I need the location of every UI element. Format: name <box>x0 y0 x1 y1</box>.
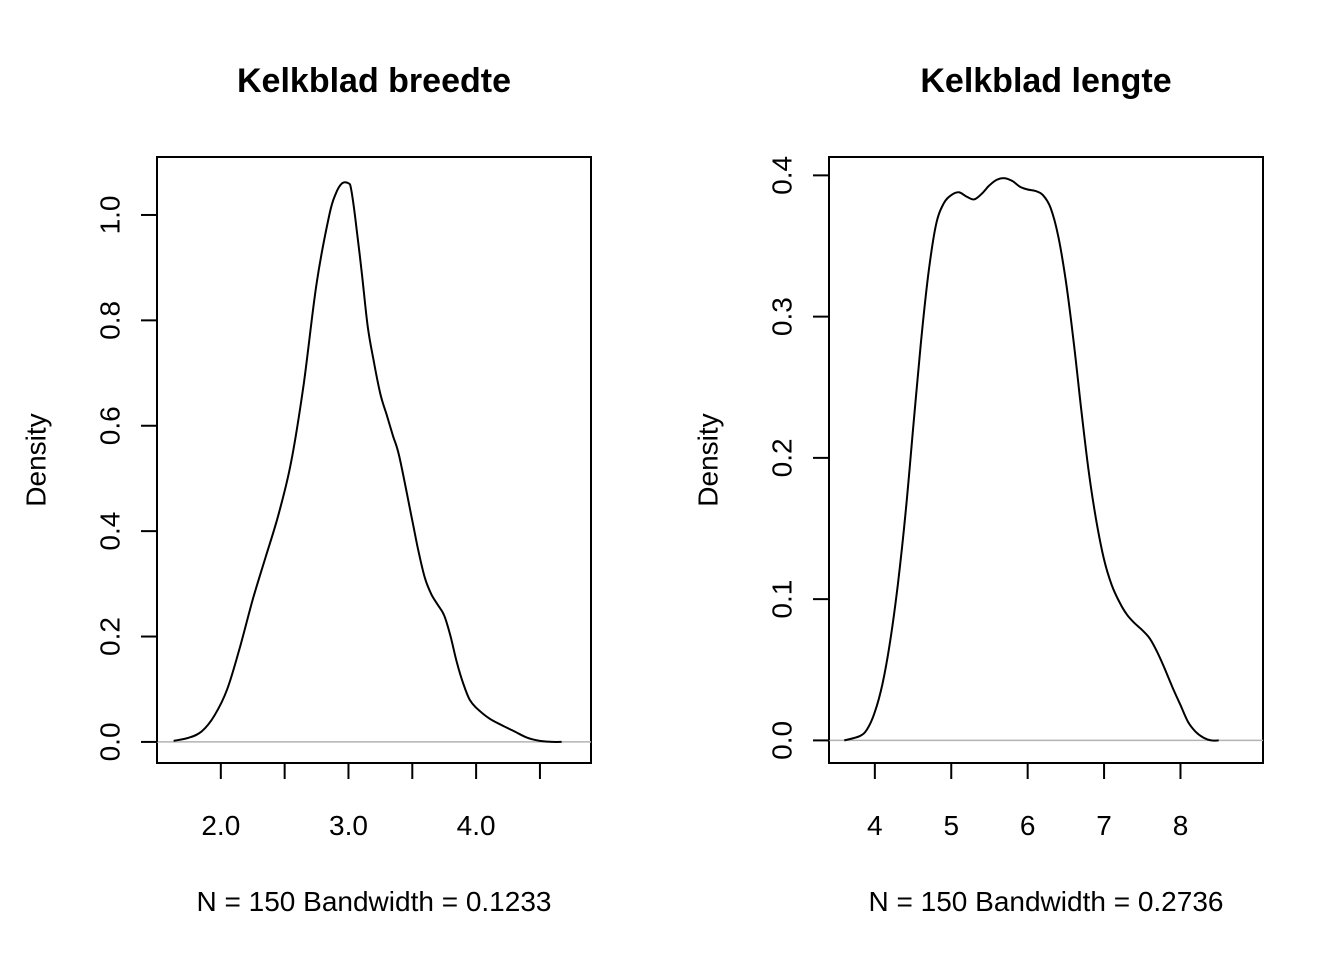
y-tick-label: 0.6 <box>95 406 126 445</box>
y-tick-label: 0.4 <box>95 512 126 551</box>
chart-title: Kelkblad breedte <box>237 62 511 100</box>
y-axis-label: Density <box>693 413 724 506</box>
x-tick-label: 2.0 <box>201 810 240 841</box>
x-tick-label: 4.0 <box>457 810 496 841</box>
x-tick-label: 4 <box>867 810 883 841</box>
y-axis-label: Density <box>21 413 52 506</box>
panel-sepal-length: Kelkblad lengte 4 5 6 7 8 0.0 0.1 0.2 0.3 0.4 N = 1… <box>693 62 1264 917</box>
x-axis-label: N = 150 Bandwidth = 0.2736 <box>869 886 1224 917</box>
y-tick-label: 0.1 <box>767 580 798 619</box>
y-tick-label: 0.2 <box>767 438 798 477</box>
panel-sepal-width: Kelkblad breedte 2.0 3.0 4.0 0.0 0.2 0.4 0.6 0.8… <box>21 62 592 917</box>
plot-frame <box>828 156 1264 764</box>
y-tick-label: 1.0 <box>95 195 126 234</box>
chart-title: Kelkblad lengte <box>920 62 1171 100</box>
y-tick-label: 0.2 <box>95 617 126 656</box>
x-tick-label: 5 <box>943 810 959 841</box>
y-tick-label: 0.3 <box>767 297 798 336</box>
x-tick-label: 6 <box>1020 810 1036 841</box>
y-tick-label: 0.8 <box>95 301 126 340</box>
y-tick-label: 0.0 <box>95 722 126 761</box>
x-axis-label: N = 150 Bandwidth = 0.1233 <box>197 886 552 917</box>
y-tick-label: 0.0 <box>767 721 798 760</box>
density-curve <box>173 181 562 743</box>
plot-frame <box>156 156 592 764</box>
density-curve <box>844 177 1219 742</box>
x-tick-label: 3.0 <box>329 810 368 841</box>
y-tick-label: 0.4 <box>767 156 798 195</box>
x-tick-label: 8 <box>1173 810 1189 841</box>
x-tick-label: 7 <box>1096 810 1112 841</box>
